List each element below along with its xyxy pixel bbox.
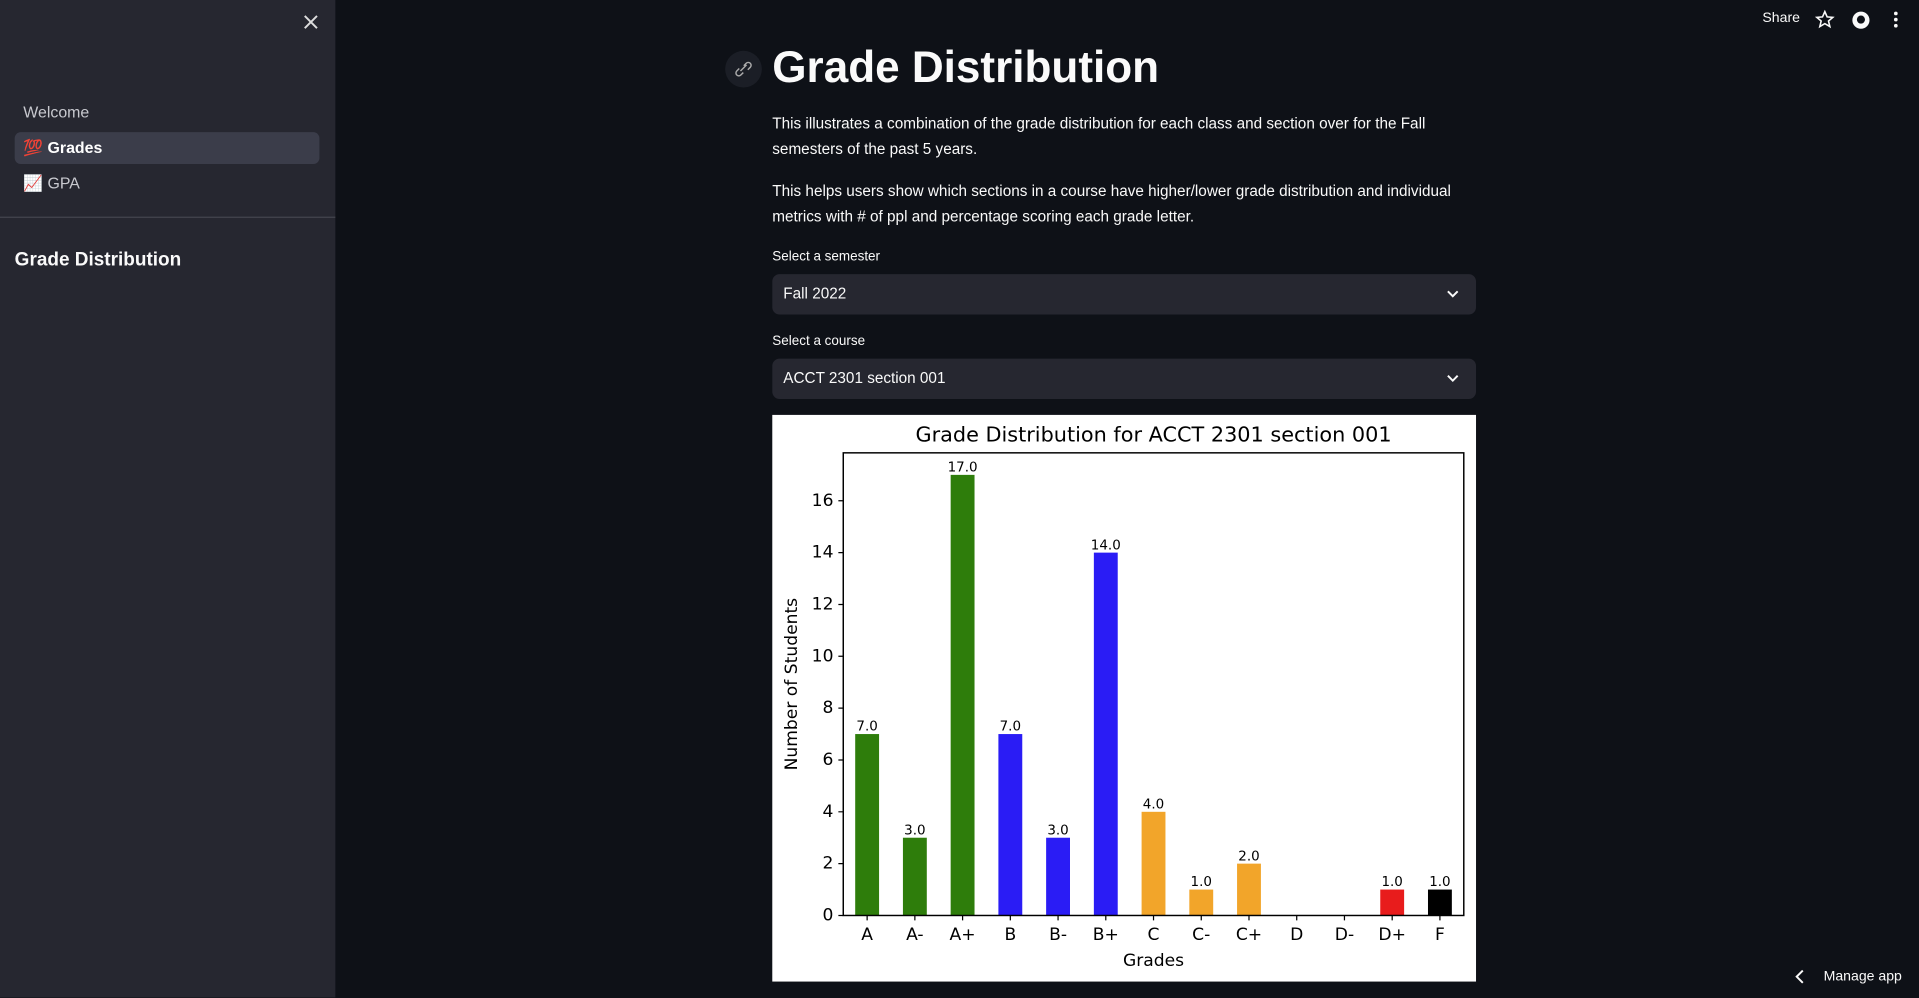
value-label: 4.0	[1143, 797, 1164, 812]
x-tick-label: B	[1004, 925, 1016, 945]
value-label: 3.0	[1047, 823, 1068, 838]
page-title: Grade Distribution	[772, 41, 1160, 92]
nav-label: Grades	[47, 138, 103, 157]
y-tick-label: 10	[812, 646, 834, 666]
y-tick-label: 2	[823, 854, 834, 874]
select-value: ACCT 2301 section 001	[783, 369, 946, 387]
bar	[1380, 889, 1405, 916]
bar	[1427, 889, 1452, 916]
nav-icon: 💯	[23, 138, 44, 157]
x-tick-label: A	[861, 925, 873, 945]
chevron	[1447, 290, 1459, 298]
x-tick-label: C	[1148, 925, 1160, 945]
sidebar-title: Grade Distribution	[14, 249, 182, 271]
nav-item[interactable]: 💯 Grades	[14, 132, 320, 165]
y-tick-label: 12	[812, 594, 834, 614]
bar	[1189, 889, 1214, 916]
y-tick-label: 16	[812, 491, 834, 511]
value-label: 1.0	[1191, 875, 1212, 890]
bar	[1237, 863, 1261, 916]
value-label: 7.0	[856, 720, 877, 735]
chevron	[1447, 375, 1459, 383]
bar	[1093, 552, 1118, 916]
sidebar: Welcome 💯 Grades 📈 GPA Grade Distributio…	[0, 0, 336, 998]
bar	[902, 837, 927, 916]
x-tick-label: A-	[906, 925, 924, 945]
value-label: 3.0	[904, 823, 925, 838]
bar	[998, 734, 1023, 916]
y-tick-label: 4	[823, 802, 834, 822]
star-icon[interactable]	[1815, 9, 1835, 30]
x-tick-label: F	[1435, 925, 1445, 945]
paragraph: This helps users show which sections in …	[772, 182, 1451, 226]
select-label: Select a course	[772, 334, 866, 349]
menu-icon[interactable]	[1891, 10, 1901, 30]
x-tick-label: A+	[950, 925, 976, 945]
divider	[0, 216, 336, 218]
bar	[950, 474, 975, 916]
nav-label: Welcome	[23, 102, 90, 122]
bar	[855, 734, 880, 916]
x-tick-label: D-	[1335, 925, 1354, 945]
x-tick-label: C-	[1192, 925, 1210, 945]
select-value: Fall 2022	[783, 285, 847, 303]
chevron-left	[1795, 969, 1804, 984]
manage-app-button[interactable]: Manage app	[1823, 969, 1902, 985]
select-box[interactable]: ACCT 2301 section 001	[772, 358, 1477, 399]
value-label: 14.0	[1091, 538, 1121, 553]
bar	[1046, 837, 1070, 916]
paragraph: This illustrates a combination of the gr…	[772, 115, 1426, 158]
x-tick-label: C+	[1236, 925, 1262, 945]
value-label: 2.0	[1238, 849, 1259, 864]
plot-frame	[842, 452, 1465, 917]
chart-title: Grade Distribution for ACCT 2301 section…	[915, 423, 1391, 447]
value-label: 17.0	[948, 461, 978, 476]
github-icon[interactable]	[1852, 11, 1870, 29]
nav-label: GPA	[47, 173, 80, 193]
x-tick-label: D	[1290, 925, 1303, 945]
anchor-link[interactable]	[725, 50, 763, 88]
y-axis-label: Number of Students	[782, 598, 802, 771]
x-axis-label: Grades	[1123, 951, 1184, 971]
y-tick-label: 14	[812, 543, 834, 563]
value-label: 1.0	[1429, 875, 1450, 890]
nav-item[interactable]: Welcome	[15, 97, 320, 129]
share-button[interactable]: Share	[1762, 11, 1800, 26]
y-tick-label: 0	[823, 905, 834, 925]
select-box[interactable]: Fall 2022	[772, 274, 1477, 315]
x-tick-label: B-	[1049, 925, 1067, 945]
x-tick-label: B+	[1093, 925, 1119, 945]
bar	[1141, 811, 1166, 916]
value-label: 7.0	[1000, 720, 1021, 735]
y-tick-label: 6	[823, 750, 834, 770]
chart: Grade Distribution for ACCT 2301 section…	[772, 414, 1477, 982]
nav-icon: 📈	[23, 173, 44, 193]
y-tick-label: 8	[823, 698, 834, 718]
close-button[interactable]	[302, 13, 319, 30]
x-tick-label: D+	[1378, 925, 1406, 945]
select-label: Select a semester	[772, 249, 881, 265]
nav-item[interactable]: 📈 GPA	[15, 168, 320, 200]
value-label: 1.0	[1381, 875, 1402, 890]
